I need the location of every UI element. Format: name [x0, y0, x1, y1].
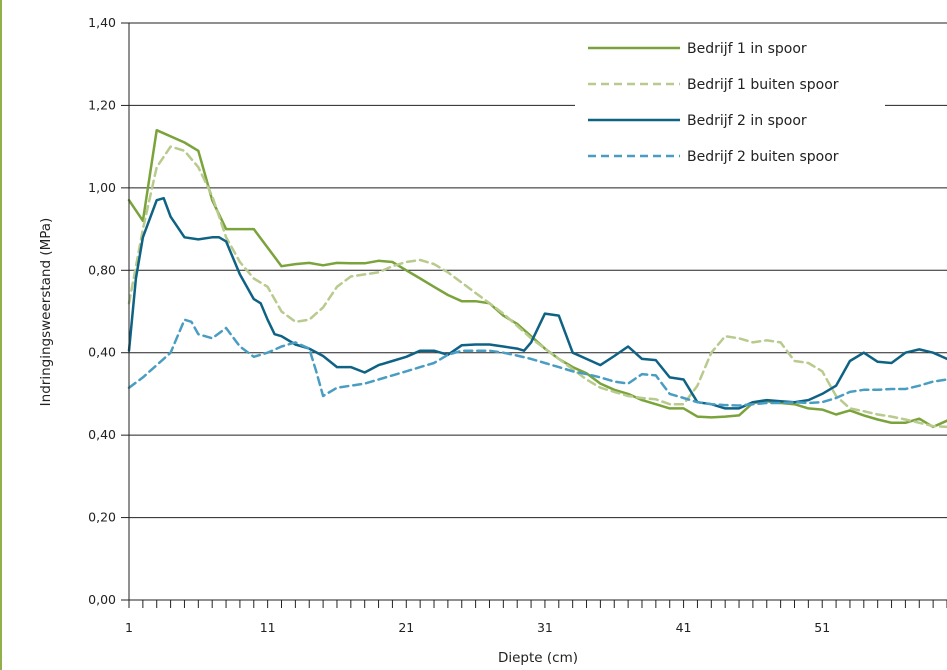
- y-tick-label: 0,40: [88, 345, 116, 360]
- x-axis-title: Diepte (cm): [498, 650, 578, 666]
- series-lines: [127, 128, 947, 429]
- x-tick-label: 11: [260, 620, 276, 635]
- y-tick-label: 0,20: [88, 510, 116, 525]
- y-tick-label: 1,40: [88, 15, 116, 30]
- y-axis-title: Indringingsweerstand (MPa): [38, 218, 54, 407]
- series-line-4: [127, 318, 947, 407]
- y-ticks: 0,00 0,20 0,40 0,40 0,80 1,00 1,20 1,40: [88, 15, 129, 607]
- x-ticks: 1 11 21 31 41 51: [125, 600, 947, 635]
- x-tick-label: 21: [398, 620, 414, 635]
- legend-label-2: Bedrijf 1 buiten spoor: [687, 77, 839, 93]
- y-tick-label: 0,80: [88, 262, 116, 277]
- legend-background: [575, 27, 885, 183]
- x-tick-label: 31: [537, 620, 553, 635]
- x-tick-label: 51: [814, 620, 830, 635]
- y-tick-label: 1,00: [88, 180, 116, 195]
- series-line-1: [127, 128, 947, 429]
- y-tick-label: 0,00: [88, 592, 116, 607]
- legend: Bedrijf 1 in spoor Bedrijf 1 buiten spoor…: [575, 27, 885, 183]
- series-line-2: [127, 145, 947, 429]
- legend-label-1: Bedrijf 1 in spoor: [687, 41, 807, 57]
- legend-label-4: Bedrijf 2 buiten spoor: [687, 149, 839, 165]
- axes: [128, 23, 947, 601]
- y-tick-label: 1,20: [88, 97, 116, 112]
- legend-label-3: Bedrijf 2 in spoor: [687, 113, 807, 129]
- y-tick-label: 0,40: [88, 427, 116, 442]
- left-accent-rule: [0, 0, 2, 670]
- x-tick-label: 1: [125, 620, 133, 635]
- x-tick-label: 41: [676, 620, 692, 635]
